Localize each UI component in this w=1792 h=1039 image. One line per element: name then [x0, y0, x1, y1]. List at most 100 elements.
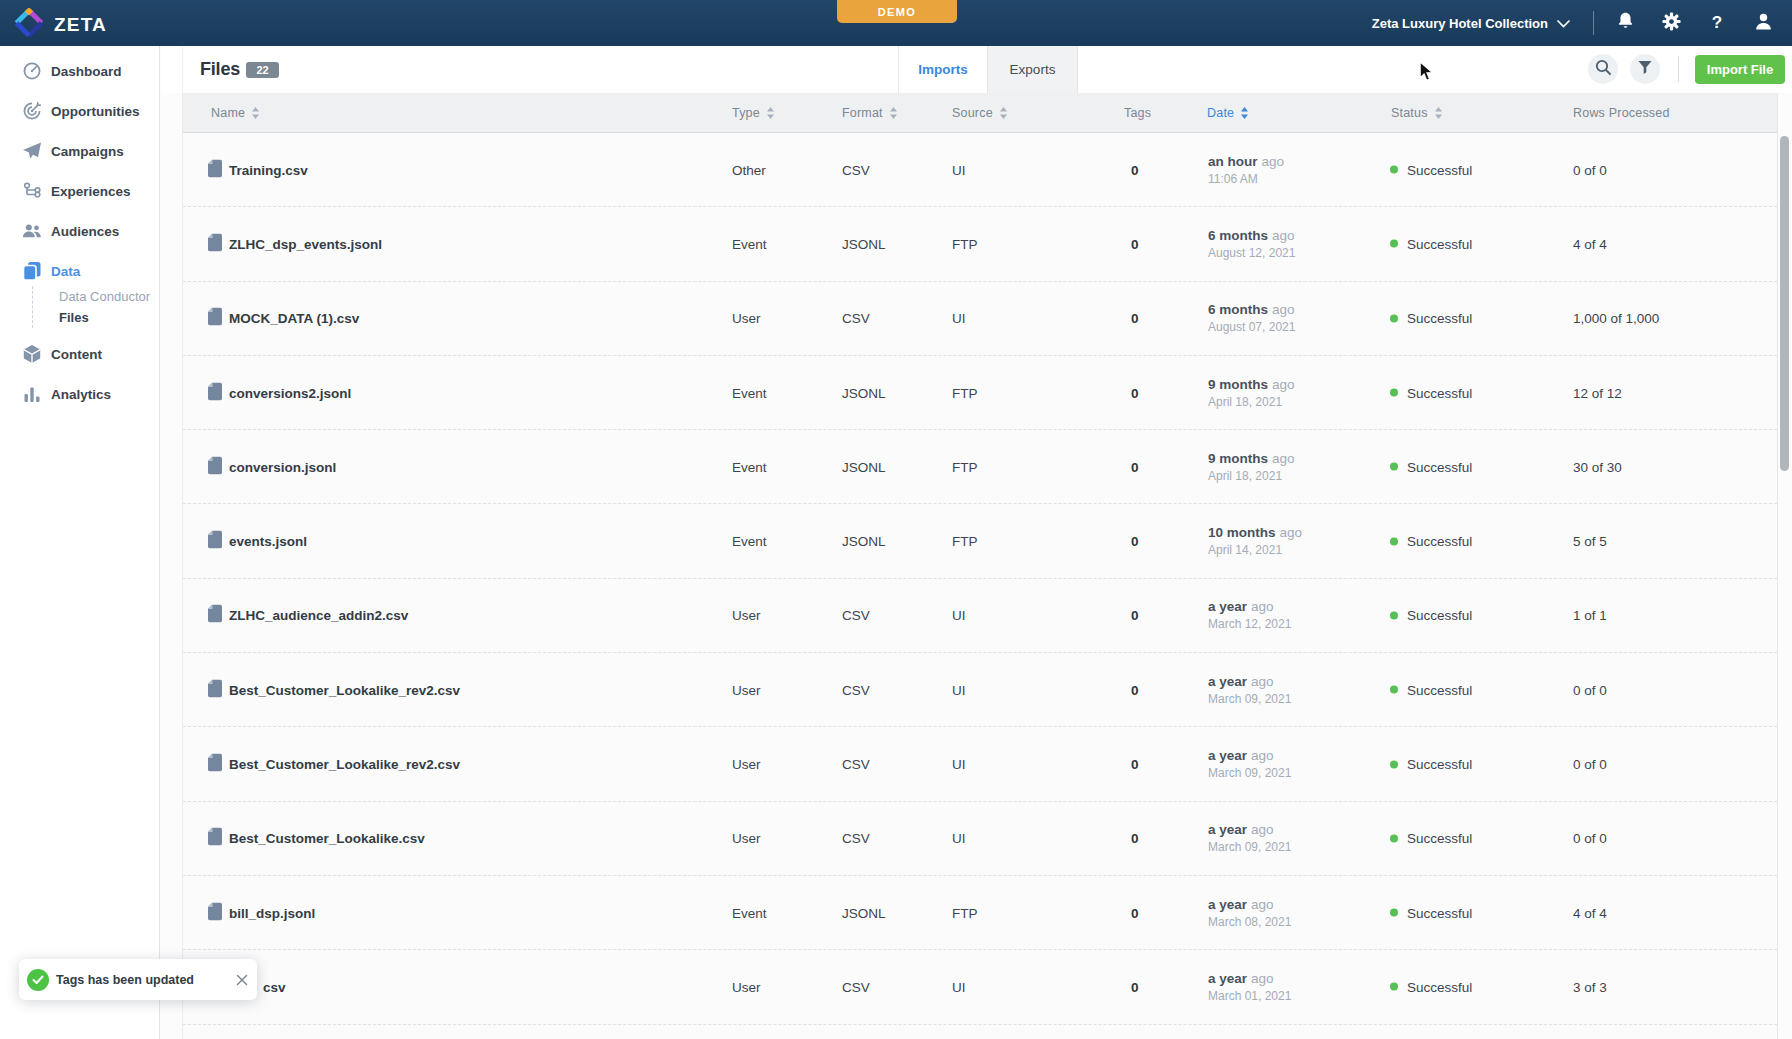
- file-date: a yearagoMarch 09, 2021: [1208, 822, 1291, 855]
- file-name[interactable]: ZLHC_dsp_events.jsonl: [229, 236, 382, 251]
- file-tags-count[interactable]: 0: [1131, 831, 1139, 846]
- column-header-date[interactable]: Date: [1207, 93, 1248, 133]
- file-status: Successful: [1390, 905, 1472, 920]
- file-tags-count[interactable]: 0: [1131, 311, 1139, 326]
- column-header-format[interactable]: Format: [842, 93, 897, 133]
- file-status: Successful: [1390, 534, 1472, 549]
- file-name[interactable]: events.jsonl: [229, 534, 307, 549]
- file-row[interactable]: conversions2.jsonlEventJSONLFTP09 months…: [183, 356, 1777, 430]
- file-row[interactable]: Best_Customer_Lookalike_rev2.csvUserCSVU…: [183, 727, 1777, 801]
- file-status: Successful: [1390, 979, 1472, 994]
- file-icon: [208, 902, 222, 923]
- file-tags-count[interactable]: 0: [1131, 608, 1139, 623]
- file-status: Successful: [1390, 757, 1472, 772]
- zeta-brand[interactable]: ZETA: [14, 8, 107, 42]
- toast-close-icon[interactable]: [235, 973, 248, 986]
- account-switcher[interactable]: Zeta Luxury Hotel Collection: [1372, 16, 1570, 31]
- sidebar-subitem-files[interactable]: Files: [59, 307, 159, 328]
- scrollbar-thumb[interactable]: [1780, 136, 1789, 471]
- file-row[interactable]: Best_Customer_Lookalike_rev2.csvUserCSVU…: [183, 653, 1777, 727]
- notifications-button[interactable]: [1615, 13, 1635, 33]
- file-tags-count[interactable]: 0: [1131, 385, 1139, 400]
- file-format: CSV: [842, 682, 870, 697]
- sort-icon: [1435, 107, 1442, 119]
- file-row[interactable]: Best_Customer_Lookalike.csvUserCSVUI0a y…: [183, 802, 1777, 876]
- file-status: Successful: [1390, 311, 1472, 326]
- file-rows-processed: 5 of 5: [1573, 534, 1607, 549]
- sidebar-item-label: Audiences: [51, 224, 119, 239]
- file-row[interactable]: events.jsonlEventJSONLFTP010 monthsagoAp…: [183, 505, 1777, 579]
- file-rows-processed: 12 of 12: [1573, 385, 1622, 400]
- file-name[interactable]: Best_Customer_Lookalike.csv: [229, 831, 425, 846]
- sidebar-item-data[interactable]: Data: [0, 251, 159, 291]
- column-header-status[interactable]: Status: [1391, 93, 1442, 133]
- file-tags-count[interactable]: 0: [1131, 979, 1139, 994]
- file-date-absolute: March 09, 2021: [1208, 840, 1291, 855]
- file-status: Successful: [1390, 831, 1472, 846]
- file-format: CSV: [842, 757, 870, 772]
- file-row[interactable]: ZLHC_audience_addin2.csvUserCSVUI0a year…: [183, 579, 1777, 653]
- tab-imports[interactable]: Imports: [898, 46, 988, 93]
- search-icon: [1595, 59, 1612, 80]
- help-button[interactable]: ?: [1707, 13, 1727, 33]
- file-icon: [208, 308, 222, 329]
- file-name[interactable]: Best_Customer_Lookalike_rev2.csv: [229, 682, 460, 697]
- file-source: FTP: [952, 459, 978, 474]
- topbar-divider: [1593, 11, 1594, 35]
- sidebar-item-audiences[interactable]: Audiences: [0, 211, 159, 251]
- search-button[interactable]: [1588, 54, 1618, 84]
- file-rows-processed: 0 of 0: [1573, 162, 1607, 177]
- column-header-name[interactable]: Name: [211, 93, 259, 133]
- file-name[interactable]: Best_Customer_Lookalike_rev2.csv: [229, 757, 460, 772]
- sidebar-item-content[interactable]: Content: [0, 334, 159, 374]
- account-name: Zeta Luxury Hotel Collection: [1372, 16, 1548, 31]
- demo-badge[interactable]: DEMO: [837, 0, 957, 23]
- file-source: FTP: [952, 385, 978, 400]
- file-name[interactable]: Training.csv: [229, 162, 308, 177]
- file-name[interactable]: conversion.jsonl: [229, 459, 336, 474]
- file-row[interactable]: bill_dsp.jsonlEventJSONLFTP0a yearagoMar…: [183, 876, 1777, 950]
- column-header-type[interactable]: Type: [732, 93, 774, 133]
- settings-button[interactable]: [1661, 13, 1681, 33]
- file-rows-processed: 4 of 4: [1573, 236, 1607, 251]
- file-row[interactable]: ZLHC_dsp_events.jsonlEventJSONLFTP06 mon…: [183, 207, 1777, 281]
- file-name[interactable]: ZLHC_audience_addin2.csv: [229, 608, 408, 623]
- sidebar-item-opportunities[interactable]: Opportunities: [0, 91, 159, 131]
- file-row[interactable]: Training.csvOtherCSVUI0an hourago11:06 A…: [183, 133, 1777, 207]
- file-tags-count[interactable]: 0: [1131, 682, 1139, 697]
- experiences-icon: [22, 181, 42, 201]
- file-row[interactable]: csvUserCSVUI0a yearagoMarch 01, 2021Succ…: [183, 950, 1777, 1024]
- user-menu-button[interactable]: [1753, 13, 1773, 33]
- sidebar-item-analytics[interactable]: Analytics: [0, 374, 159, 414]
- file-type: Event: [732, 905, 767, 920]
- brand-name: ZETA: [54, 14, 107, 36]
- filter-button[interactable]: [1630, 54, 1660, 84]
- import-file-button[interactable]: Import File: [1695, 55, 1785, 84]
- file-name[interactable]: conversions2.jsonl: [229, 385, 351, 400]
- file-tags-count[interactable]: 0: [1131, 236, 1139, 251]
- file-tags-count[interactable]: 0: [1131, 534, 1139, 549]
- sidebar-item-campaigns[interactable]: Campaigns: [0, 131, 159, 171]
- table-header: NameTypeFormatSourceTagsDateStatusRows P…: [183, 93, 1777, 133]
- sidebar-item-experiences[interactable]: Experiences: [0, 171, 159, 211]
- file-type: User: [732, 311, 761, 326]
- column-header-source[interactable]: Source: [952, 93, 1007, 133]
- file-name[interactable]: bill_dsp.jsonl: [229, 905, 315, 920]
- file-date: a yearagoMarch 09, 2021: [1208, 673, 1291, 706]
- file-date-absolute: August 12, 2021: [1208, 245, 1295, 260]
- tab-exports[interactable]: Exports: [988, 46, 1078, 93]
- file-row[interactable]: conversion.jsonlEventJSONLFTP09 monthsag…: [183, 430, 1777, 504]
- file-tags-count[interactable]: 0: [1131, 905, 1139, 920]
- file-tags-count[interactable]: 0: [1131, 459, 1139, 474]
- file-name[interactable]: MOCK_DATA (1).csv: [229, 311, 359, 326]
- file-row[interactable]: MOCK_DATA (1).csvUserCSVUI06 monthsagoAu…: [183, 282, 1777, 356]
- sidebar-subitem-data-conductor[interactable]: Data Conductor: [59, 286, 159, 307]
- sidebar-item-label: Analytics: [51, 387, 111, 402]
- file-tags-count[interactable]: 0: [1131, 757, 1139, 772]
- sidebar-item-dashboard[interactable]: Dashboard: [0, 51, 159, 91]
- file-icon: [208, 159, 222, 180]
- file-format: JSONL: [842, 534, 886, 549]
- file-date: an hourago11:06 AM: [1208, 153, 1284, 186]
- file-tags-count[interactable]: 0: [1131, 162, 1139, 177]
- content-icon: [22, 344, 42, 364]
